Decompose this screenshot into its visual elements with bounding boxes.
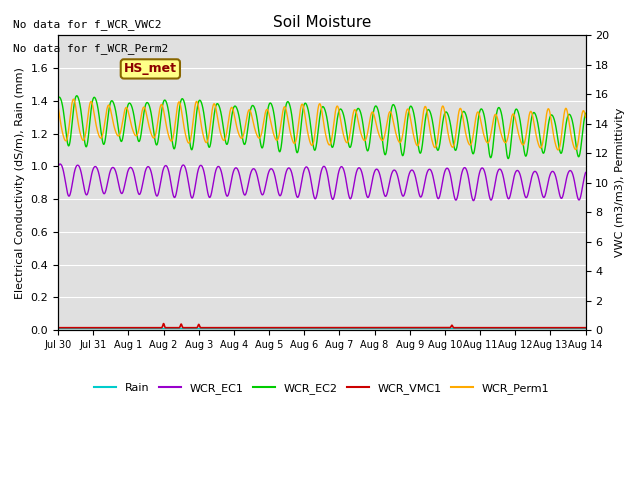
Text: No data for f_WCR_VWC2: No data for f_WCR_VWC2 [13, 19, 161, 30]
Y-axis label: Electrical Conductivity (dS/m), Rain (mm): Electrical Conductivity (dS/m), Rain (mm… [15, 67, 25, 299]
Title: Soil Moisture: Soil Moisture [273, 15, 371, 30]
Text: HS_met: HS_met [124, 62, 177, 75]
Legend: Rain, WCR_EC1, WCR_EC2, WCR_VMC1, WCR_Perm1: Rain, WCR_EC1, WCR_EC2, WCR_VMC1, WCR_Pe… [90, 379, 554, 398]
Text: No data for f_WCR_Perm2: No data for f_WCR_Perm2 [13, 43, 168, 54]
Y-axis label: VWC (m3/m3), Permittivity: VWC (m3/m3), Permittivity [615, 108, 625, 257]
